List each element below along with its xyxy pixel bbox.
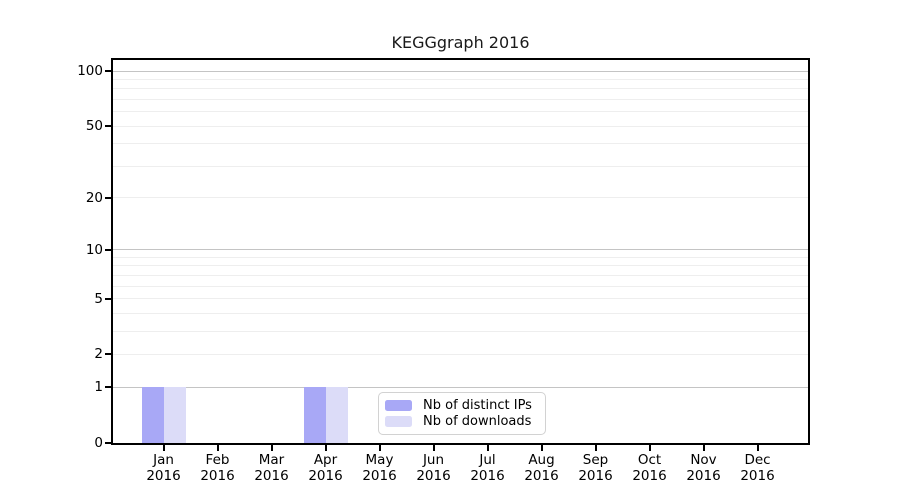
gridline-2: [113, 353, 808, 355]
plot-area: [111, 58, 810, 445]
y-tick-label-100: 100: [77, 63, 103, 80]
gridline-70: [113, 99, 808, 101]
x-label-month: Aug: [528, 452, 555, 468]
x-tick-label-nov: Nov 2016: [677, 452, 731, 484]
legend-label-distinct-ips: Nb of distinct IPs: [423, 397, 532, 413]
x-label-month: Oct: [637, 452, 662, 468]
y-tick-label-50: 50: [85, 118, 103, 135]
y-tick-50: [105, 125, 111, 128]
legend-swatch-distinct-ips: [385, 399, 412, 411]
x-label-month: Sep: [582, 452, 609, 468]
y-tick-2: [105, 353, 111, 356]
gridline-9: [113, 256, 808, 258]
x-label-month: Feb: [205, 452, 230, 468]
gridline-60: [113, 111, 808, 113]
x-tick-apr: [324, 445, 327, 451]
x-tick-mar: [270, 445, 273, 451]
x-tick-label-jun: Jun 2016: [407, 452, 461, 484]
x-label-year: 2016: [200, 468, 235, 484]
chart-title: KEGGgraph 2016: [391, 33, 530, 52]
y-tick-100: [105, 70, 111, 73]
x-label-year: 2016: [632, 468, 667, 484]
gridline-40: [113, 143, 808, 145]
bar-jan-series0: [141, 387, 164, 443]
x-label-year: 2016: [470, 468, 505, 484]
x-tick-nov: [702, 445, 705, 451]
legend-label-downloads: Nb of downloads: [423, 414, 532, 430]
x-tick-dec: [756, 445, 759, 451]
x-tick-sep: [594, 445, 597, 451]
x-label-month: Nov: [690, 452, 717, 468]
x-label-year: 2016: [308, 468, 343, 484]
gridline-7: [113, 274, 808, 276]
y-tick-1: [105, 386, 111, 389]
gridline-20: [113, 197, 808, 199]
bar-jan-series1: [163, 387, 186, 443]
x-tick-label-may: May 2016: [353, 452, 407, 484]
gridline-5: [113, 298, 808, 300]
x-tick-label-feb: Feb 2016: [191, 452, 245, 484]
x-label-month: Mar: [258, 452, 285, 468]
gridline-90: [113, 79, 808, 81]
y-tick-label-2: 2: [94, 346, 103, 363]
gridline-3: [113, 330, 808, 332]
x-tick-label-dec: Dec 2016: [731, 452, 785, 484]
gridline-80: [113, 88, 808, 90]
x-tick-label-apr: Apr 2016: [299, 452, 353, 484]
x-label-month: Jun: [422, 452, 445, 468]
x-tick-label-jan: Jan 2016: [137, 452, 191, 484]
x-label-year: 2016: [146, 468, 181, 484]
x-label-month: Apr: [313, 452, 338, 468]
bar-apr-series1: [325, 387, 348, 443]
y-tick-5: [105, 297, 111, 300]
x-tick-jul: [486, 445, 489, 451]
gridline-4: [113, 312, 808, 314]
x-label-year: 2016: [362, 468, 397, 484]
x-tick-label-oct: Oct 2016: [623, 452, 677, 484]
x-label-month: Dec: [744, 452, 771, 468]
x-label-year: 2016: [740, 468, 775, 484]
gridline-100: [113, 70, 808, 72]
y-tick-20: [105, 196, 111, 199]
legend-swatch-downloads: [385, 416, 412, 428]
x-tick-may: [378, 445, 381, 451]
x-tick-feb: [216, 445, 219, 451]
x-label-year: 2016: [254, 468, 289, 484]
x-label-year: 2016: [686, 468, 721, 484]
x-label-year: 2016: [524, 468, 559, 484]
x-tick-label-aug: Aug 2016: [515, 452, 569, 484]
bar-apr-series0: [303, 387, 326, 443]
gridline-30: [113, 165, 808, 167]
y-tick-label-5: 5: [94, 290, 103, 307]
x-label-year: 2016: [416, 468, 451, 484]
x-label-month: May: [365, 452, 394, 468]
x-tick-label-mar: Mar 2016: [245, 452, 299, 484]
y-tick-label-20: 20: [85, 189, 103, 206]
gridline-6: [113, 285, 808, 287]
x-label-month: Jul: [479, 452, 496, 468]
y-tick-label-1: 1: [94, 379, 103, 396]
gridline-8: [113, 265, 808, 267]
x-tick-jan: [162, 445, 165, 451]
gridline-50: [113, 125, 808, 127]
x-tick-oct: [648, 445, 651, 451]
legend-item-downloads: Nb of downloads: [385, 414, 537, 429]
gridline-10: [113, 249, 808, 251]
y-tick-10: [105, 248, 111, 251]
x-tick-aug: [540, 445, 543, 451]
x-label-year: 2016: [578, 468, 613, 484]
gridline-1: [113, 386, 808, 388]
legend: Nb of distinct IPs Nb of downloads: [378, 392, 546, 435]
x-tick-label-sep: Sep 2016: [569, 452, 623, 484]
y-tick-label-10: 10: [85, 241, 103, 258]
x-tick-label-jul: Jul 2016: [461, 452, 515, 484]
y-tick-label-0: 0: [94, 435, 103, 451]
y-tick-0: [105, 442, 111, 444]
x-tick-jun: [432, 445, 435, 451]
legend-item-distinct-ips: Nb of distinct IPs: [385, 398, 537, 413]
x-label-month: Jan: [153, 452, 174, 468]
